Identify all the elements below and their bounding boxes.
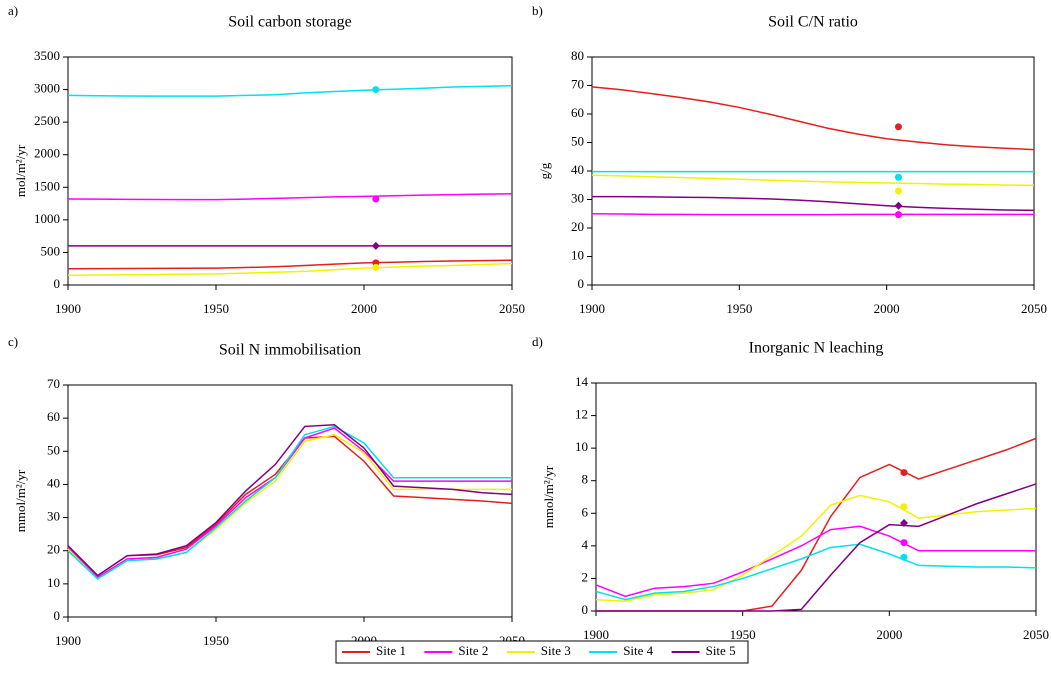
x-tick-label: 1950	[203, 301, 229, 316]
y-tick-label: 1000	[34, 211, 60, 226]
x-tick-label: 1900	[583, 627, 609, 642]
chart-title: Soil N immobilisation	[219, 342, 361, 359]
legend-label: Site 2	[458, 643, 488, 658]
series-line	[595, 543, 1037, 601]
observed-point	[900, 469, 908, 477]
series-line	[595, 525, 1036, 598]
y-tick-label: 70	[47, 376, 60, 391]
series-line	[67, 262, 513, 276]
observed-point	[894, 123, 902, 131]
y-tick-label: 2	[582, 569, 589, 584]
x-tick-label: 1950	[730, 627, 756, 642]
x-tick-label: 2000	[876, 627, 902, 642]
plot-frame	[595, 382, 1037, 612]
y-tick-label: 500	[41, 243, 61, 258]
series-line	[67, 84, 513, 97]
observed-point	[372, 86, 380, 94]
y-axis-label: g/g	[537, 162, 552, 179]
observed-point	[900, 539, 908, 547]
x-tick-label: 2000	[874, 301, 900, 316]
series-line	[591, 213, 1034, 216]
chart-title: Soil C/N ratio	[768, 14, 858, 31]
x-tick-label: 1950	[726, 301, 752, 316]
observed-point	[894, 187, 902, 195]
y-tick-label: 0	[54, 608, 61, 623]
chart-title: Soil carbon storage	[228, 14, 352, 31]
observed-point	[894, 211, 902, 219]
y-tick-label: 20	[47, 542, 60, 557]
series-line	[596, 437, 1037, 612]
series-line	[592, 195, 1035, 212]
legend-box	[335, 640, 749, 664]
y-tick-label: 12	[575, 407, 588, 422]
series-line	[67, 259, 513, 270]
observed-point	[900, 519, 908, 528]
y-tick-label: 40	[571, 162, 584, 177]
series-line	[67, 427, 512, 579]
observed-point	[894, 173, 902, 181]
y-tick-label: 60	[47, 409, 60, 424]
legend-label: Site 3	[541, 643, 571, 658]
legend-label: Site 5	[706, 643, 736, 658]
y-tick-label: 3000	[34, 81, 60, 96]
observed-point	[372, 195, 380, 203]
y-tick-label: 0	[582, 602, 589, 617]
x-tick-label: 1900	[55, 633, 81, 648]
observed-point	[900, 503, 908, 511]
observed-point	[900, 553, 908, 561]
series-line	[591, 174, 1035, 186]
y-tick-label: 80	[571, 48, 584, 63]
x-tick-label: 1900	[579, 301, 605, 316]
y-tick-label: 30	[47, 509, 60, 524]
series-line	[595, 494, 1037, 602]
y-tick-label: 70	[571, 76, 584, 91]
y-axis-label: mmol/m²/yr	[13, 469, 28, 532]
panel-label: b)	[532, 3, 543, 18]
y-tick-label: 1500	[34, 178, 60, 193]
y-tick-label: 0	[578, 276, 585, 291]
series-line	[67, 193, 513, 201]
legend-label: Site 4	[623, 643, 653, 658]
y-tick-label: 10	[571, 247, 584, 262]
series-line	[596, 483, 1037, 612]
series-line	[67, 424, 513, 577]
y-tick-label: 4	[582, 537, 589, 552]
observed-point	[372, 263, 380, 271]
y-tick-label: 2000	[34, 146, 60, 161]
y-tick-label: 0	[54, 276, 61, 291]
y-tick-label: 60	[571, 105, 584, 120]
series-line	[591, 86, 1035, 151]
observed-point	[371, 241, 380, 250]
y-tick-label: 50	[47, 442, 60, 457]
y-tick-label: 40	[47, 475, 60, 490]
y-axis-label: mol/m²/yr	[13, 144, 28, 197]
series-line	[67, 425, 512, 580]
y-tick-label: 20	[571, 219, 584, 234]
x-tick-label: 2050	[499, 301, 525, 316]
y-tick-label: 10	[47, 575, 60, 590]
plot-frame	[67, 384, 513, 618]
x-tick-label: 1950	[203, 633, 229, 648]
x-tick-label: 2050	[1021, 301, 1047, 316]
y-tick-label: 2500	[34, 113, 60, 128]
y-tick-label: 50	[571, 133, 584, 148]
y-tick-label: 30	[571, 190, 584, 205]
panel-label: d)	[532, 334, 543, 349]
x-tick-label: 1900	[55, 301, 81, 316]
y-tick-label: 6	[582, 504, 589, 519]
panel-label: a)	[8, 3, 18, 18]
y-tick-label: 14	[575, 374, 589, 389]
y-tick-label: 10	[575, 439, 588, 454]
plot-frame	[67, 56, 513, 286]
y-tick-label: 3500	[34, 48, 60, 63]
chart-title: Inorganic N leaching	[749, 340, 884, 357]
observed-point	[894, 201, 903, 210]
legend-label: Site 1	[376, 643, 406, 658]
x-tick-label: 2050	[1023, 627, 1049, 642]
y-axis-label: mmol/m²/yr	[541, 465, 556, 528]
y-tick-label: 8	[582, 472, 589, 487]
panel-label: c)	[8, 334, 18, 349]
x-tick-label: 2000	[351, 301, 377, 316]
